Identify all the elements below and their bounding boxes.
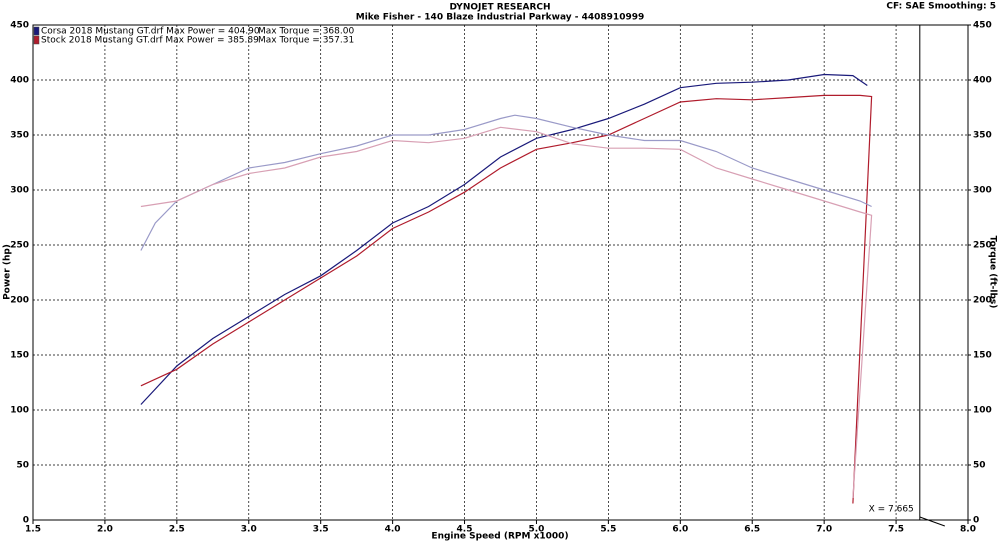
x-tick-label: 5.5 xyxy=(600,525,616,535)
legend-torque: Max Torque = 368.00 xyxy=(258,27,354,37)
y-tick-label: 150 xyxy=(10,351,29,361)
legend-swatch xyxy=(33,26,40,36)
y2-tick-label: 200 xyxy=(973,296,992,306)
y-tick-label: 250 xyxy=(10,241,29,251)
x-tick-label: 7.5 xyxy=(888,525,904,535)
y2-tick-label: 100 xyxy=(973,406,992,416)
legend-text: Stock 2018 Mustang GT.drf Max Power = 38… xyxy=(41,36,259,46)
chart-subtitle: Mike Fisher - 140 Blaze Industrial Parkw… xyxy=(356,13,645,23)
x-tick-label: 2.5 xyxy=(169,525,185,535)
y-tick-label: 350 xyxy=(10,131,29,141)
annotation: X = 7.665 xyxy=(869,505,914,515)
y2-tick-label: 150 xyxy=(973,351,992,361)
y-tick-label: 200 xyxy=(10,296,29,306)
legend-text: Corsa 2018 Mustang GT.drf Max Power = 40… xyxy=(41,27,260,37)
y-tick-label: 450 xyxy=(10,21,29,31)
x-tick-label: 4.0 xyxy=(385,525,401,535)
series-line xyxy=(140,94,873,504)
y-tick-label: 100 xyxy=(10,406,29,416)
y-tick-label: 0 xyxy=(23,516,29,526)
y2-axis-label: Torque (ft-lbs) xyxy=(988,236,998,309)
y2-tick-label: 300 xyxy=(973,186,992,196)
settings-text: CF: SAE Smoothing: 5 xyxy=(886,2,996,12)
x-tick-label: 3.5 xyxy=(313,525,329,535)
y-tick-label: 50 xyxy=(16,461,29,471)
legend-torque: Max Torque = 357.31 xyxy=(258,36,354,46)
x-tick-label: 7.0 xyxy=(816,525,832,535)
x-tick-label: 1.5 xyxy=(25,525,41,535)
series-line xyxy=(140,114,872,251)
y-axis-label: Power (hp) xyxy=(3,244,13,300)
y2-tick-label: 400 xyxy=(973,76,992,86)
y2-tick-label: 0 xyxy=(973,516,979,526)
y2-tick-label: 450 xyxy=(973,21,992,31)
x-tick-label: 8.0 xyxy=(960,525,976,535)
x-tick-label: 5.0 xyxy=(528,525,544,535)
x-axis-label: Engine Speed (RPM x1000) xyxy=(431,532,568,541)
plot-frame xyxy=(32,24,969,521)
x-tick-label: 4.5 xyxy=(457,525,473,535)
x-tick-label: 6.5 xyxy=(744,525,760,535)
series-line xyxy=(140,126,873,499)
y-tick-label: 400 xyxy=(10,76,29,86)
x-tick-label: 3.0 xyxy=(241,525,257,535)
y2-tick-label: 350 xyxy=(973,131,992,141)
y-tick-label: 300 xyxy=(10,186,29,196)
x-tick-label: 6.0 xyxy=(672,525,688,535)
legend-swatch xyxy=(33,35,40,45)
cursor-pointer xyxy=(919,516,945,527)
y2-tick-label: 50 xyxy=(973,461,986,471)
x-tick-label: 2.0 xyxy=(97,525,113,535)
y2-tick-label: 250 xyxy=(973,241,992,251)
series-line xyxy=(140,73,868,405)
chart-title: DYNOJET RESEARCH xyxy=(449,3,550,13)
